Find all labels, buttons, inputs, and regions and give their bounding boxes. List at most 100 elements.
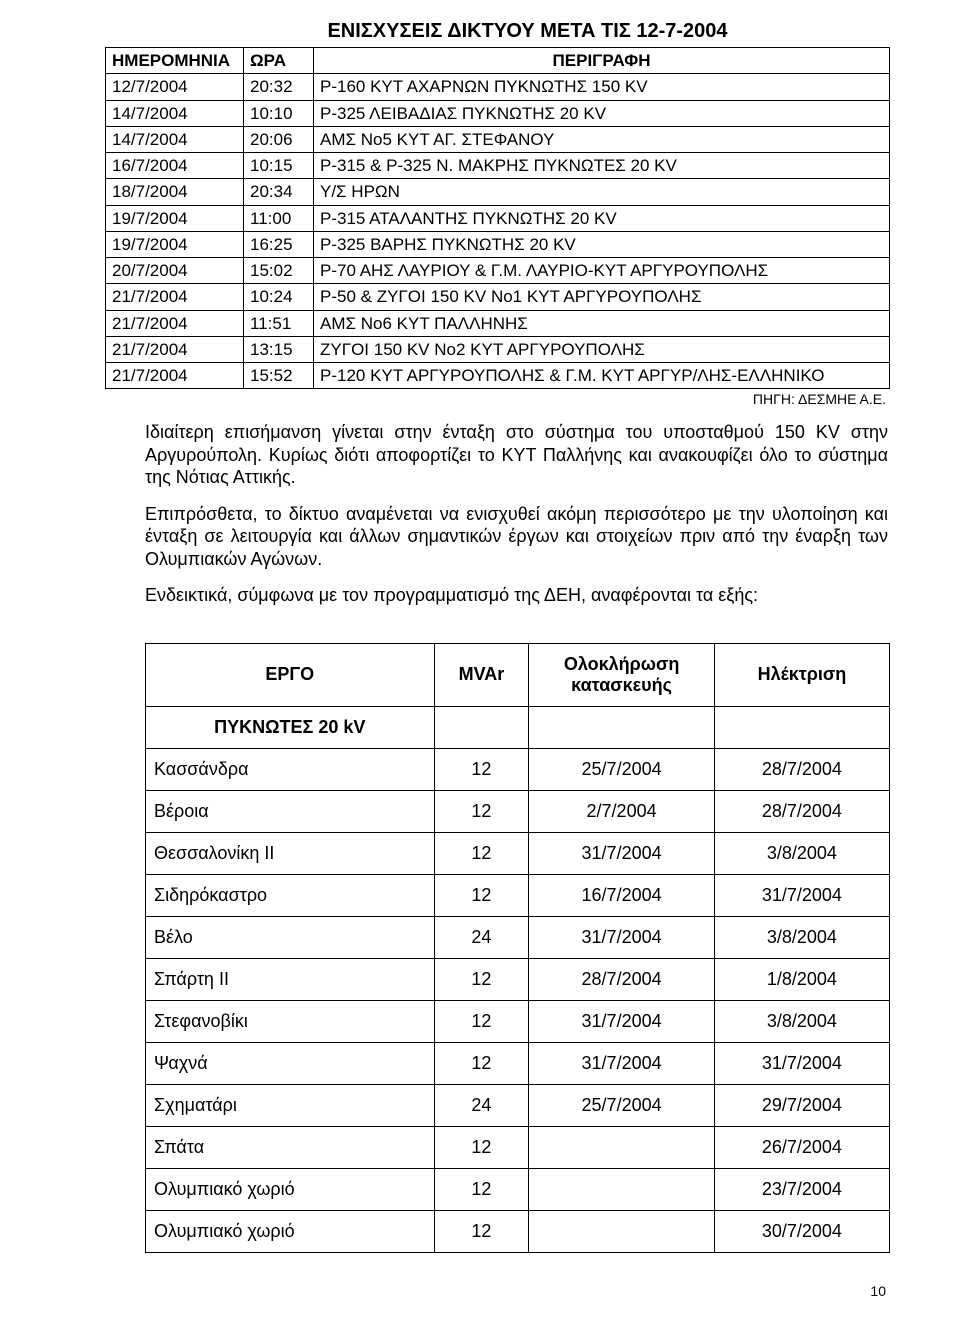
table-cell: 3/8/2004 xyxy=(714,1000,889,1042)
table-cell: Ρ-315 ΑΤΑΛΑΝΤΗΣ ΠΥΚΝΩΤΗΣ 20 KV xyxy=(314,205,890,231)
page-number: 10 xyxy=(105,1283,890,1299)
table-row: Σπάτα1226/7/2004 xyxy=(146,1126,890,1168)
table-cell: Ρ-120 ΚΥΤ ΑΡΓΥΡΟΥΠΟΛΗΣ & Γ.Μ. ΚΥΤ ΑΡΓΥΡ/… xyxy=(314,363,890,389)
table-row: 21/7/200415:52Ρ-120 ΚΥΤ ΑΡΓΥΡΟΥΠΟΛΗΣ & Γ… xyxy=(106,363,890,389)
table-cell: 21/7/2004 xyxy=(106,336,244,362)
table-cell: 14/7/2004 xyxy=(106,126,244,152)
table-cell: Σπάρτη ΙΙ xyxy=(146,958,435,1000)
table-cell: 12/7/2004 xyxy=(106,74,244,100)
table-row: Θεσσαλονίκη ΙΙ1231/7/20043/8/2004 xyxy=(146,832,890,874)
table-cell: 12 xyxy=(434,832,529,874)
table-row: 21/7/200410:24Ρ-50 & ΖΥΓΟΙ 150 KV Νο1 ΚΥ… xyxy=(106,284,890,310)
table-cell: 15:02 xyxy=(244,258,314,284)
table-cell: 12 xyxy=(434,1042,529,1084)
t2-header-mvar: MVAr xyxy=(434,643,529,706)
table-cell: 15:52 xyxy=(244,363,314,389)
table-cell xyxy=(434,706,529,748)
table-cell: 25/7/2004 xyxy=(529,1084,714,1126)
table-cell: 23/7/2004 xyxy=(714,1168,889,1210)
table-cell: 16/7/2004 xyxy=(529,874,714,916)
table-cell: 21/7/2004 xyxy=(106,310,244,336)
table-cell: 12 xyxy=(434,1210,529,1252)
table-cell: 20:34 xyxy=(244,179,314,205)
table-cell: Ρ-315 & Ρ-325 Ν. ΜΑΚΡΗΣ ΠΥΚΝΩΤΕΣ 20 KV xyxy=(314,153,890,179)
table-cell: 31/7/2004 xyxy=(529,1000,714,1042)
table-row: 20/7/200415:02Ρ-70 ΑΗΣ ΛΑΥΡΙΟΥ & Γ.Μ. ΛΑ… xyxy=(106,258,890,284)
table-row: 21/7/200411:51ΑΜΣ Νο6 ΚΥΤ ΠΑΛΛΗΝΗΣ xyxy=(106,310,890,336)
table-cell: 11:51 xyxy=(244,310,314,336)
table-cell: Ρ-160 ΚΥΤ ΑΧΑΡΝΩΝ ΠΥΚΝΩΤΗΣ 150 KV xyxy=(314,74,890,100)
table-cell: Ψαχνά xyxy=(146,1042,435,1084)
table-cell xyxy=(529,706,714,748)
table-cell xyxy=(529,1210,714,1252)
t2-header-completion: Ολοκλήρωση κατασκευής xyxy=(529,643,714,706)
t1-header-date: ΗΜΕΡΟΜΗΝΙΑ xyxy=(106,48,244,74)
table-cell: Ρ-50 & ΖΥΓΟΙ 150 KV Νο1 ΚΥΤ ΑΡΓΥΡΟΥΠΟΛΗΣ xyxy=(314,284,890,310)
table-cell: 25/7/2004 xyxy=(529,748,714,790)
table-row: Κασσάνδρα1225/7/200428/7/2004 xyxy=(146,748,890,790)
table-cell: 12 xyxy=(434,958,529,1000)
t1-header-time: ΩΡΑ xyxy=(244,48,314,74)
table-cell: 20/7/2004 xyxy=(106,258,244,284)
table-cell: 28/7/2004 xyxy=(714,790,889,832)
table-cell: 12 xyxy=(434,874,529,916)
table-section-row: ΠΥΚΝΩΤΕΣ 20 kV xyxy=(146,706,890,748)
table-row: 18/7/200420:34Υ/Σ ΗΡΩΝ xyxy=(106,179,890,205)
network-enhancements-table: ΗΜΕΡΟΜΗΝΙΑ ΩΡΑ ΠΕΡΙΓΡΑΦΗ 12/7/200420:32Ρ… xyxy=(105,47,890,389)
table-cell: 31/7/2004 xyxy=(529,916,714,958)
table-cell: 3/8/2004 xyxy=(714,916,889,958)
table-row: 12/7/200420:32Ρ-160 ΚΥΤ ΑΧΑΡΝΩΝ ΠΥΚΝΩΤΗΣ… xyxy=(106,74,890,100)
table-row: Ψαχνά1231/7/200431/7/2004 xyxy=(146,1042,890,1084)
table-cell: 28/7/2004 xyxy=(529,958,714,1000)
table-cell xyxy=(714,706,889,748)
table-cell: ΑΜΣ Νο6 ΚΥΤ ΠΑΛΛΗΝΗΣ xyxy=(314,310,890,336)
table-cell: Κασσάνδρα xyxy=(146,748,435,790)
source-line: ΠΗΓΗ: ΔΕΣΜΗΕ Α.Ε. xyxy=(105,391,890,407)
t2-header-electrification: Ηλέκτριση xyxy=(714,643,889,706)
table-cell: 24 xyxy=(434,1084,529,1126)
table-cell: 10:10 xyxy=(244,100,314,126)
table-row: Ολυμπιακό χωριό1223/7/2004 xyxy=(146,1168,890,1210)
paragraph-2: Επιπρόσθετα, το δίκτυο αναμένεται να ενι… xyxy=(105,503,890,571)
table-cell: 31/7/2004 xyxy=(714,1042,889,1084)
table-cell: 20:06 xyxy=(244,126,314,152)
table-row: Σπάρτη ΙΙ1228/7/20041/8/2004 xyxy=(146,958,890,1000)
table-row: 14/7/200420:06ΑΜΣ Νο5 ΚΥΤ ΑΓ. ΣΤΕΦΑΝΟΥ xyxy=(106,126,890,152)
table-cell xyxy=(529,1126,714,1168)
document-title: ΕΝΙΣΧΥΣΕΙΣ ΔΙΚΤΥΟΥ ΜΕΤΑ ΤΙΣ 12-7-2004 xyxy=(165,20,890,43)
table-row: Στεφανοβίκι1231/7/20043/8/2004 xyxy=(146,1000,890,1042)
table-cell: 30/7/2004 xyxy=(714,1210,889,1252)
projects-table: ΕΡΓΟ MVAr Ολοκλήρωση κατασκευής Ηλέκτρισ… xyxy=(145,643,890,1253)
table-cell: 31/7/2004 xyxy=(529,832,714,874)
table-cell: 2/7/2004 xyxy=(529,790,714,832)
table-cell: Θεσσαλονίκη ΙΙ xyxy=(146,832,435,874)
table-section-cell: ΠΥΚΝΩΤΕΣ 20 kV xyxy=(146,706,435,748)
table-cell: 13:15 xyxy=(244,336,314,362)
table-cell: Ρ-325 ΒΑΡΗΣ ΠΥΚΝΩΤΗΣ 20 KV xyxy=(314,231,890,257)
table-cell: 31/7/2004 xyxy=(714,874,889,916)
table-cell: 10:15 xyxy=(244,153,314,179)
table-cell: 21/7/2004 xyxy=(106,284,244,310)
table-cell: 12 xyxy=(434,790,529,832)
table-cell: 12 xyxy=(434,1168,529,1210)
table-cell: Σπάτα xyxy=(146,1126,435,1168)
table-row: 21/7/200413:15ΖΥΓΟΙ 150 KV Νο2 ΚΥΤ ΑΡΓΥΡ… xyxy=(106,336,890,362)
table-cell: 31/7/2004 xyxy=(529,1042,714,1084)
table-cell: 3/8/2004 xyxy=(714,832,889,874)
paragraph-3: Ενδεικτικά, σύμφωνα με τον προγραμματισμ… xyxy=(105,584,890,607)
table-cell: 10:24 xyxy=(244,284,314,310)
table-cell: Ολυμπιακό χωριό xyxy=(146,1210,435,1252)
table-cell: 18/7/2004 xyxy=(106,179,244,205)
table-cell: Βέλο xyxy=(146,916,435,958)
table-cell: 28/7/2004 xyxy=(714,748,889,790)
table-cell: ΖΥΓΟΙ 150 KV Νο2 ΚΥΤ ΑΡΓΥΡΟΥΠΟΛΗΣ xyxy=(314,336,890,362)
table-cell: 14/7/2004 xyxy=(106,100,244,126)
table-row: Βέλο2431/7/20043/8/2004 xyxy=(146,916,890,958)
table-cell: 12 xyxy=(434,748,529,790)
table-cell: 12 xyxy=(434,1126,529,1168)
table-row: 14/7/200410:10Ρ-325 ΛΕΙΒΑΔΙΑΣ ΠΥΚΝΩΤΗΣ 2… xyxy=(106,100,890,126)
table-cell: 11:00 xyxy=(244,205,314,231)
table-cell: 16/7/2004 xyxy=(106,153,244,179)
table-cell: 19/7/2004 xyxy=(106,205,244,231)
t2-header-project: ΕΡΓΟ xyxy=(146,643,435,706)
